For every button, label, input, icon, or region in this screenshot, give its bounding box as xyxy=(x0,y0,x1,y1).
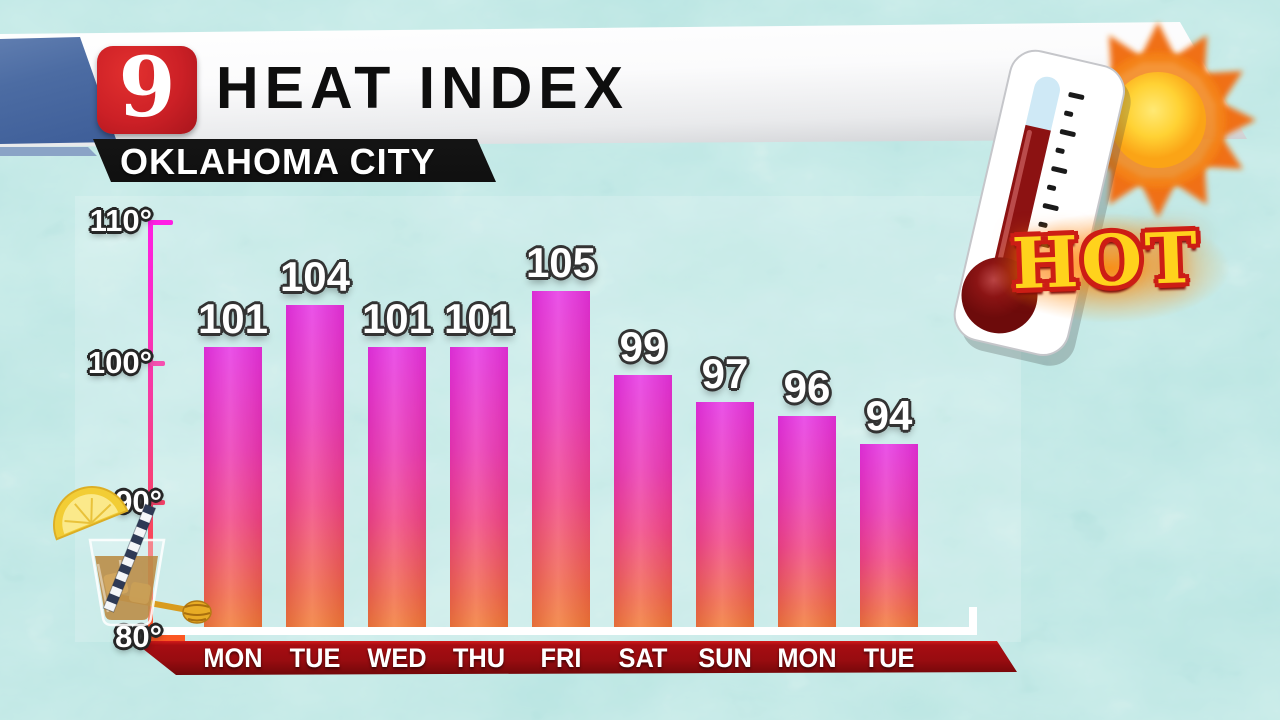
day-label: SUN xyxy=(698,643,752,673)
hot-weather-widget xyxy=(953,22,1256,366)
channel-9-logo: 9 xyxy=(97,46,197,134)
bar-sat xyxy=(614,374,672,633)
day-label: MON xyxy=(203,643,263,673)
bar-wed xyxy=(368,346,426,633)
bar-value-label: 101 xyxy=(361,294,433,342)
bar-value-label: 96 xyxy=(783,364,831,412)
lemon-slice-icon xyxy=(53,486,129,541)
bar-value-label: 97 xyxy=(701,350,749,398)
bar-value-label: 101 xyxy=(197,294,269,342)
y-axis-tick-90 xyxy=(150,500,165,505)
day-label: TUE xyxy=(289,643,341,673)
location-box xyxy=(93,139,496,182)
banner-blue-sliver xyxy=(0,147,97,156)
bar-tue-1 xyxy=(286,305,344,633)
bar-mon-1 xyxy=(204,346,262,633)
y-axis-label-110: 110° xyxy=(89,203,152,238)
y-axis-foot xyxy=(149,633,185,641)
location-label: OKLAHOMA CITY xyxy=(120,141,436,182)
page-title: HEAT INDEX xyxy=(216,55,629,121)
bar-sun xyxy=(696,402,754,633)
bar-tue-2 xyxy=(860,443,918,633)
straw-icon xyxy=(102,503,157,613)
y-axis-line xyxy=(148,221,153,641)
bar-fri xyxy=(532,291,590,633)
bar-value-label: 105 xyxy=(525,239,597,287)
day-label: TUE xyxy=(863,643,915,673)
day-label: MON xyxy=(777,643,837,673)
hot-badge-label: HOT xyxy=(1010,215,1202,306)
day-label: WED xyxy=(367,643,427,673)
y-axis-tick-100 xyxy=(150,361,165,366)
bar-mon-2 xyxy=(778,416,836,633)
bar-value-label: 94 xyxy=(865,391,913,439)
x-axis-end-tick xyxy=(969,607,977,629)
channel-number: 9 xyxy=(118,40,176,136)
y-axis-label-100: 100° xyxy=(87,345,152,380)
bar-value-label: 101 xyxy=(443,294,515,342)
day-label: FRI xyxy=(540,643,582,673)
day-label: SAT xyxy=(618,643,668,673)
bar-value-label: 104 xyxy=(279,253,351,301)
x-axis-baseline xyxy=(152,627,977,635)
y-axis-tick-110 xyxy=(149,220,173,225)
iced-tea-glass-icon xyxy=(53,486,212,627)
day-axis-band: MON TUE WED THU FRI SAT SUN MON TUE xyxy=(133,641,1017,675)
day-label: THU xyxy=(452,643,506,673)
bar-value-label: 99 xyxy=(619,322,667,370)
bar-thu xyxy=(450,346,508,633)
